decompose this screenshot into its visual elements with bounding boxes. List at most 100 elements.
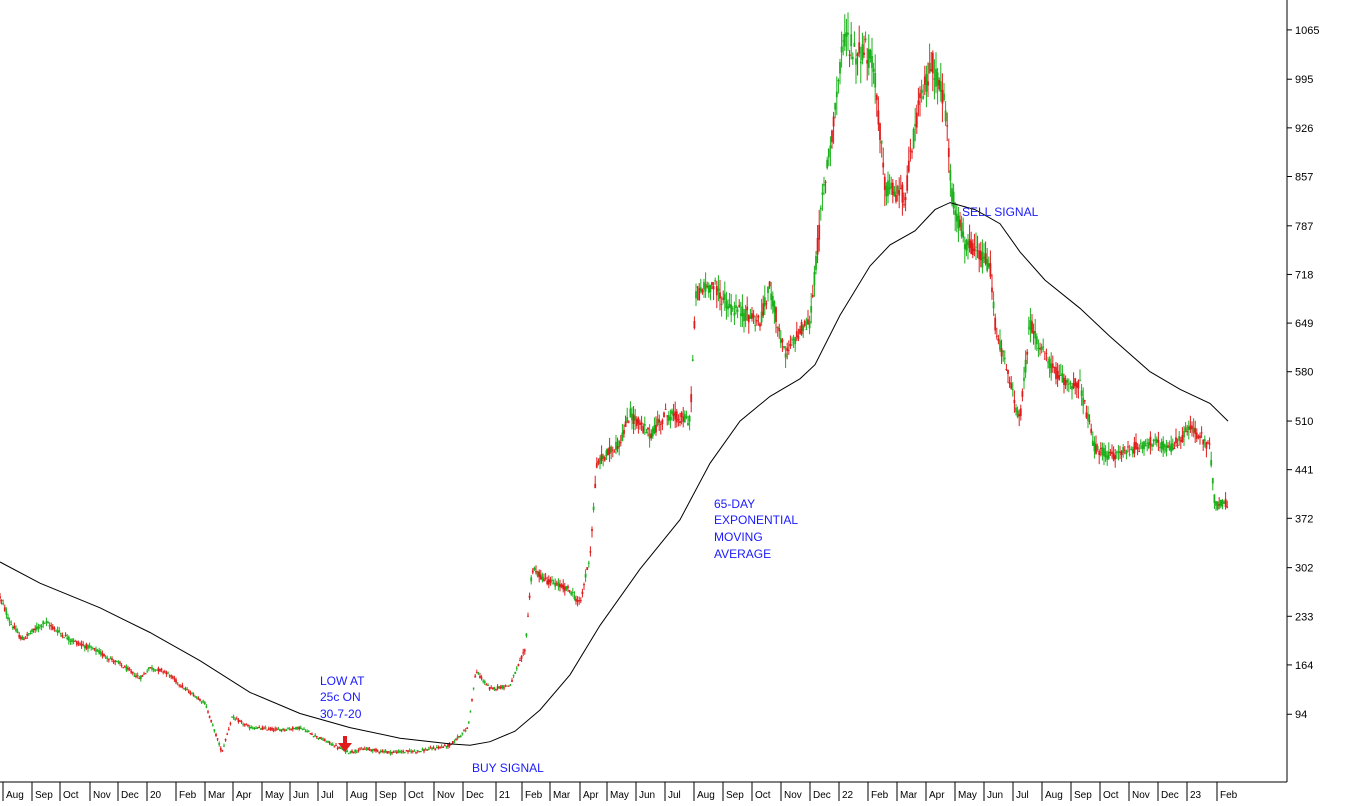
candle-body xyxy=(567,586,569,588)
candle-body xyxy=(760,311,763,323)
candle-body xyxy=(482,680,485,682)
candle-body xyxy=(907,160,910,172)
y-tick-label: 787 xyxy=(1295,221,1313,233)
candle-body xyxy=(1071,386,1073,390)
candle-body xyxy=(915,112,918,128)
candle-body xyxy=(216,738,219,740)
candle-body xyxy=(986,259,989,271)
candle-body xyxy=(839,62,841,74)
candle-body xyxy=(312,736,315,738)
candle-body xyxy=(1103,448,1105,457)
candle-body xyxy=(575,598,577,602)
candle-body xyxy=(415,752,417,754)
candle-body xyxy=(119,662,121,664)
x-tick-label: 21 xyxy=(499,790,511,801)
candle-body xyxy=(850,34,853,47)
candle-body xyxy=(1189,425,1192,430)
annotations-group: SELL SIGNAL BUY SIGNAL 65-DAY EXPONENTIA… xyxy=(320,205,1039,775)
candle-body xyxy=(530,577,533,582)
ema-label-line-4: AVERAGE xyxy=(714,547,771,561)
candle-body xyxy=(154,669,157,671)
candle-body xyxy=(251,727,254,729)
candle-body xyxy=(1079,380,1081,382)
candle-body xyxy=(539,574,542,580)
candle-body xyxy=(176,682,179,684)
candle-body xyxy=(1047,361,1049,363)
candle-body xyxy=(848,54,851,56)
candle-body xyxy=(471,698,473,701)
candle-body xyxy=(922,96,925,99)
candle-body xyxy=(80,644,83,646)
candle-body xyxy=(815,256,817,270)
candle-body xyxy=(741,306,744,317)
y-tick-label: 649 xyxy=(1295,318,1313,330)
candle-body xyxy=(1147,442,1150,449)
candle-body xyxy=(1056,370,1059,379)
y-tick-label: 164 xyxy=(1295,660,1313,672)
candle-body xyxy=(1210,459,1213,466)
candle-body xyxy=(1063,377,1065,385)
candle-body xyxy=(720,303,723,305)
candle-body xyxy=(296,726,299,730)
candle-body xyxy=(183,688,185,690)
candle-body xyxy=(435,747,438,749)
candle-body xyxy=(552,583,555,585)
candle-body xyxy=(671,410,673,415)
candle-body xyxy=(733,312,736,316)
candle-body xyxy=(186,689,189,691)
candle-body xyxy=(400,751,403,753)
candle-body xyxy=(605,450,608,456)
candle-body xyxy=(426,749,429,751)
candle-body xyxy=(507,685,510,687)
candle-body xyxy=(616,445,619,449)
candle-body xyxy=(578,600,581,602)
candle-body xyxy=(768,281,771,287)
candle-body xyxy=(16,631,19,633)
candle-body xyxy=(463,730,465,732)
candle-body xyxy=(784,353,787,358)
candle-body xyxy=(765,303,768,305)
candle-body xyxy=(136,674,139,677)
candle-body xyxy=(355,751,358,753)
candle-body xyxy=(706,285,709,287)
candle-body xyxy=(309,733,312,735)
candle-body xyxy=(1186,431,1189,433)
candle-body xyxy=(645,432,648,434)
candle-body xyxy=(880,140,883,144)
candle-body xyxy=(899,188,902,190)
candle-body xyxy=(856,53,859,56)
candle-body xyxy=(197,698,200,700)
ema-line xyxy=(0,202,1229,746)
candle-body xyxy=(773,301,776,313)
candle-body xyxy=(887,180,889,197)
candle-body xyxy=(927,81,929,86)
candle-body xyxy=(1171,443,1174,451)
candle-body xyxy=(99,651,102,655)
candle-body xyxy=(586,567,589,570)
candle-body xyxy=(160,668,163,670)
candle-body xyxy=(867,49,870,68)
candle-body xyxy=(187,690,190,693)
candle-body xyxy=(479,675,481,678)
candle-body xyxy=(472,687,475,689)
candle-body xyxy=(240,721,243,723)
candle-body xyxy=(674,411,677,420)
candle-body xyxy=(767,286,769,293)
candle-body xyxy=(64,635,67,637)
candle-body xyxy=(762,303,765,316)
candle-body xyxy=(547,579,550,585)
sell-signal-label: SELL SIGNAL xyxy=(962,205,1039,219)
candle-body xyxy=(184,688,187,690)
candle-body xyxy=(589,551,592,553)
candle-body xyxy=(195,697,198,699)
candle-body xyxy=(885,185,888,197)
x-tick-label: Jun xyxy=(987,790,1003,801)
candle-body xyxy=(517,664,520,666)
candle-body xyxy=(71,639,73,642)
candle-body xyxy=(320,737,323,740)
candle-body xyxy=(1114,455,1117,459)
candle-body xyxy=(735,305,737,309)
candle-body xyxy=(167,672,169,674)
candle-body xyxy=(627,421,630,423)
candle-body xyxy=(845,32,848,37)
